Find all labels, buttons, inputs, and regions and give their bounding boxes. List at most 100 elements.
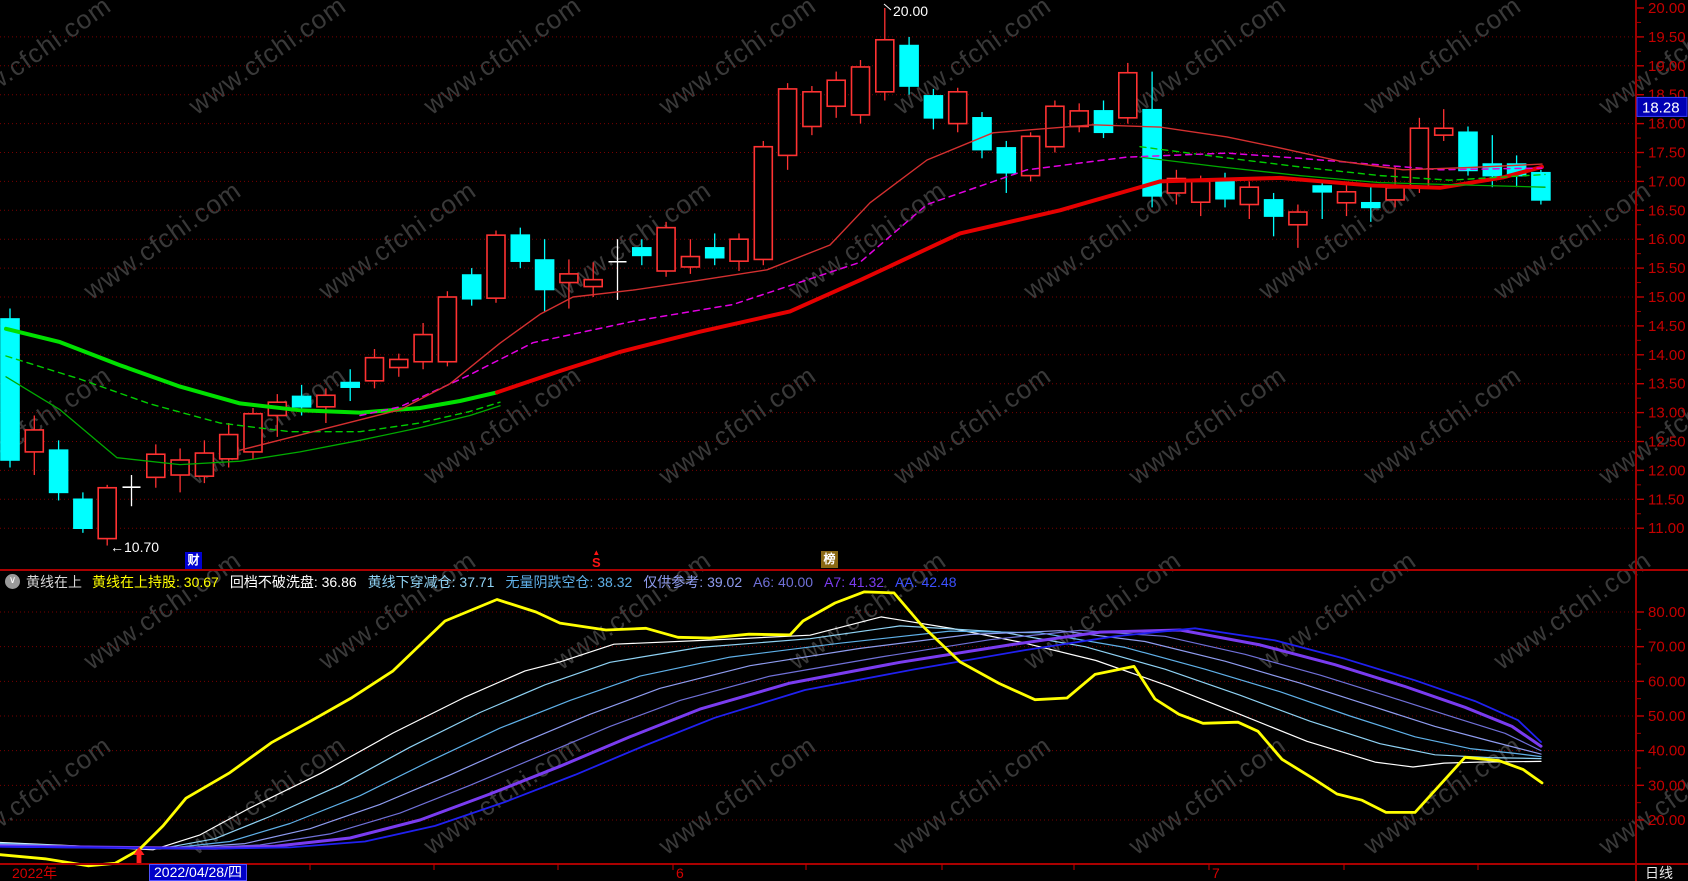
- high-annotation: 20.00: [893, 3, 928, 19]
- candle-up: [777, 88, 798, 157]
- candle-up: [559, 273, 579, 284]
- indicator-axis-label: 60.00: [1648, 673, 1686, 690]
- candle-down: [534, 259, 555, 291]
- indicator-value-label: 无量阴跌空仓: 38.32: [505, 573, 633, 590]
- candle-down: [923, 95, 944, 119]
- price-axis-label: 14.50: [1648, 318, 1686, 335]
- candle-down: [1215, 180, 1235, 200]
- candle-down: [899, 44, 919, 87]
- line-37.71: [0, 625, 1542, 850]
- candle-down: [510, 234, 531, 262]
- candle-down: [972, 117, 992, 151]
- candle-up: [1190, 180, 1211, 204]
- candle-down: [1142, 108, 1162, 197]
- line-42.48: [0, 627, 1542, 850]
- indicator-header: ∨ 黄线在上 黄线在上持股: 30.67 回档不破洗盘: 36.86 黄线下穿减仓:…: [0, 571, 1688, 592]
- line-41.32: [0, 628, 1543, 850]
- line-30.67-yellow: [0, 590, 1544, 868]
- candle-up: [146, 453, 166, 479]
- candle-up: [486, 234, 506, 299]
- price-axis-label: 16.00: [1648, 231, 1686, 248]
- candle-down: [1093, 110, 1114, 134]
- month-label: 7: [1212, 865, 1220, 881]
- indicator-title: 黄线在上: [26, 573, 82, 590]
- candle-down: [340, 381, 361, 388]
- indicator-values: 黄线在上持股: 30.67 回档不破洗盘: 36.86 黄线下穿减仓: 37.71 无…: [92, 572, 968, 592]
- ma-green-thin-right: [1139, 156, 1546, 188]
- candle-down: [1312, 185, 1332, 193]
- indicator-value-label: AA: 42.48: [895, 573, 957, 590]
- candle-up: [802, 91, 822, 128]
- candle-up: [316, 394, 336, 408]
- candle-up: [753, 145, 774, 261]
- price-axis-label: 15.00: [1648, 289, 1686, 306]
- price-axis-label: 19.00: [1648, 58, 1686, 75]
- candle-up: [1239, 186, 1260, 206]
- candle-up: [413, 333, 433, 363]
- candle-up: [1118, 71, 1138, 119]
- price-axis-label: 19.50: [1648, 29, 1686, 46]
- event-flag-榜[interactable]: 榜: [821, 551, 838, 568]
- indicator-value-label: 黄线下穿减仓: 37.71: [367, 573, 495, 590]
- candle-up: [243, 412, 263, 453]
- event-flag-财[interactable]: 财: [185, 552, 202, 569]
- candle-up: [437, 296, 458, 363]
- candle-up: [170, 459, 190, 476]
- candle-up: [1020, 135, 1041, 177]
- candle-up: [97, 486, 117, 540]
- ma-green-thin-left: [5, 376, 501, 466]
- candle-up: [947, 91, 968, 125]
- high-annotation-leader: [883, 3, 892, 11]
- candle-up: [729, 238, 749, 262]
- low-annotation: ←10.70: [110, 539, 159, 555]
- candle-up: [218, 433, 239, 460]
- candle-up: [656, 226, 676, 272]
- candle-down: [73, 498, 93, 529]
- candle-down: [1458, 131, 1478, 172]
- price-axis-label: 13.00: [1648, 405, 1686, 422]
- candle-up: [1336, 191, 1357, 204]
- price-axis-label: 12.50: [1648, 434, 1686, 451]
- candle-up: [583, 278, 604, 288]
- candle-down: [0, 318, 20, 461]
- indicator-axis-label: 50.00: [1648, 708, 1686, 725]
- line-38.32: [0, 630, 1542, 849]
- selected-date: 2022/04/28/四: [149, 864, 247, 881]
- candle-up: [1288, 211, 1308, 226]
- signal-marker[interactable]: ▲ S: [592, 548, 601, 570]
- candle-up: [194, 452, 215, 477]
- ma-red-thin: [239, 124, 1543, 451]
- up-arrow-icon: ▲: [592, 548, 601, 557]
- year-label: 2022年: [12, 865, 58, 881]
- candle-up: [1045, 105, 1065, 148]
- ma-green-dashed-right: [1139, 145, 1546, 181]
- line-40.00: [0, 629, 1542, 849]
- indicator-axis-label: 20.00: [1648, 812, 1686, 829]
- period-selector[interactable]: 日线: [1645, 865, 1673, 881]
- price-axis-label: 11.00: [1648, 520, 1684, 537]
- indicator-axis-label: 30.00: [1648, 777, 1686, 794]
- candle-up: [680, 255, 701, 268]
- price-badge-value: 18.28: [1642, 99, 1680, 116]
- signal-symbol: S: [592, 555, 601, 570]
- price-axis-label: 20.00: [1648, 0, 1686, 17]
- month-label: 6: [676, 865, 684, 881]
- buy-signal-arrow-icon: [133, 847, 145, 864]
- candle-down: [996, 147, 1017, 174]
- status-bar: 2022年 2022/04/28/四 6 7 日线: [0, 864, 1688, 881]
- indicator-value-label: 回档不破洗盘: 36.86: [229, 573, 357, 590]
- candle-down: [631, 247, 652, 257]
- line-36.86: [0, 616, 1542, 851]
- indicator-axis-label: 40.00: [1648, 743, 1686, 760]
- candle-up: [388, 358, 409, 369]
- ma-thick-green: [4, 326, 499, 415]
- indicator-value-label: A6: 40.00: [753, 573, 814, 590]
- chevron-down-icon[interactable]: ∨: [5, 574, 20, 589]
- indicator-value-label: 黄线在上持股: 30.67: [92, 573, 219, 590]
- indicator-axis-label: 80.00: [1648, 604, 1686, 621]
- price-axis-label: 15.50: [1648, 260, 1686, 277]
- line-39.02: [0, 630, 1542, 849]
- candle-up: [1069, 110, 1089, 128]
